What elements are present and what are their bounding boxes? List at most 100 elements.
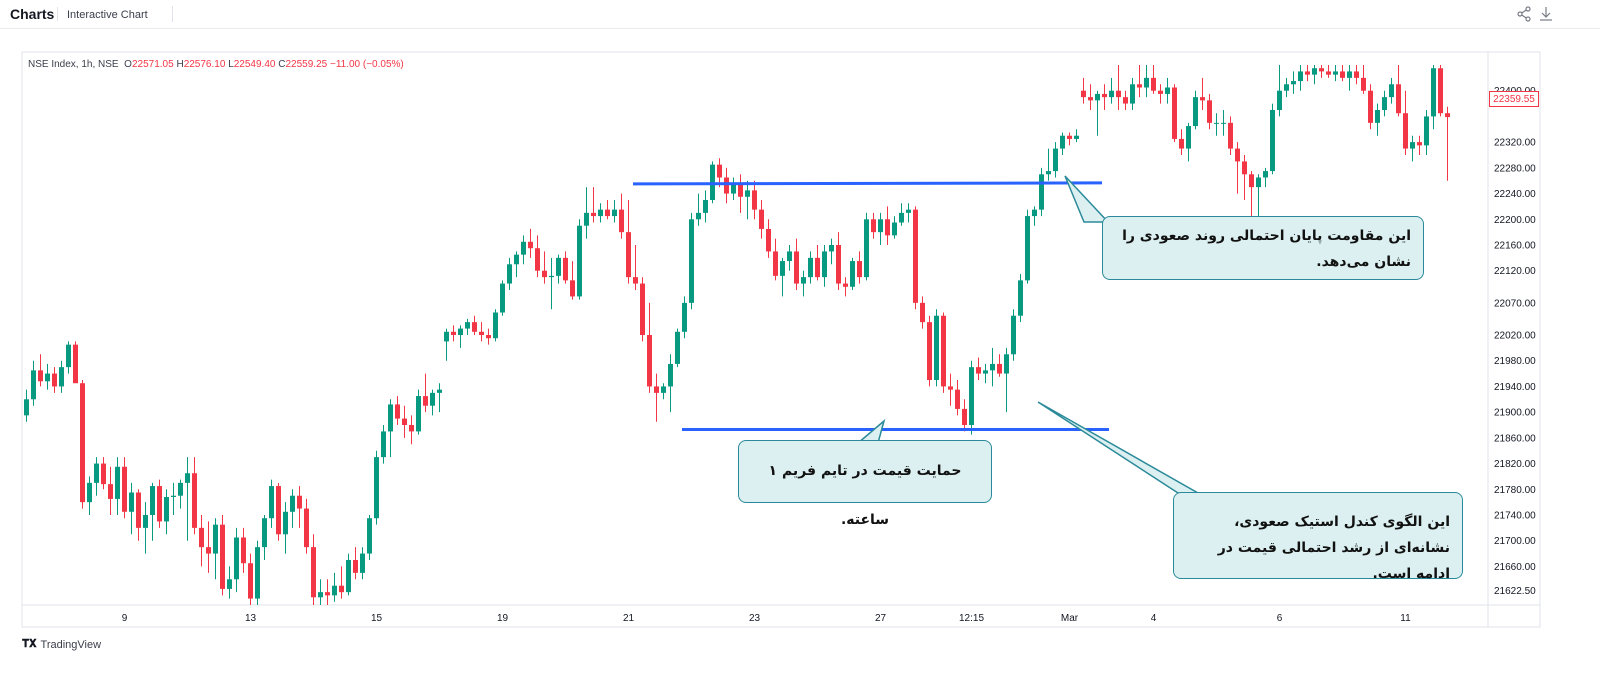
price-tick-label: 21622.50 bbox=[1494, 586, 1536, 597]
candle-body bbox=[1235, 148, 1240, 162]
candle-body bbox=[787, 251, 792, 262]
candle-body bbox=[66, 344, 71, 368]
candle bbox=[1095, 90, 1100, 136]
candle-body bbox=[1249, 174, 1254, 188]
legend-high-label: H bbox=[176, 59, 184, 70]
candle bbox=[1277, 65, 1282, 117]
time-tick-label: 9 bbox=[122, 613, 128, 624]
candle-body bbox=[1067, 135, 1072, 139]
candle bbox=[199, 515, 204, 567]
candle bbox=[1081, 77, 1086, 104]
candle-body bbox=[913, 209, 918, 303]
resistance-line[interactable] bbox=[632, 181, 1103, 186]
candle bbox=[1151, 65, 1156, 94]
candle-body bbox=[829, 245, 834, 252]
candle bbox=[563, 251, 568, 284]
candle-body bbox=[584, 212, 589, 226]
candle bbox=[325, 579, 330, 605]
resistance-callout[interactable]: این مقاومت پایان احتمالی روند صعودی را ن… bbox=[1102, 216, 1424, 280]
candle-body bbox=[297, 495, 302, 509]
candle bbox=[1060, 132, 1065, 155]
candle bbox=[213, 518, 218, 580]
candle bbox=[1067, 132, 1072, 146]
candle-body bbox=[241, 537, 246, 564]
candle-body bbox=[801, 277, 806, 284]
price-tick-label: 22320.00 bbox=[1494, 138, 1536, 149]
candle-body bbox=[521, 241, 526, 255]
candle bbox=[1186, 122, 1191, 162]
candle-body bbox=[605, 209, 610, 217]
candle bbox=[1130, 77, 1135, 110]
candle bbox=[703, 190, 708, 223]
candle-body bbox=[500, 283, 505, 313]
candle bbox=[262, 515, 267, 560]
candle-body bbox=[157, 486, 162, 522]
candle bbox=[479, 322, 484, 342]
candle-body bbox=[654, 386, 659, 393]
pattern-callout-pointer bbox=[1037, 401, 1201, 494]
candle bbox=[626, 200, 631, 284]
candle-body bbox=[1277, 90, 1282, 110]
candle bbox=[73, 341, 78, 384]
candle-body bbox=[1403, 113, 1408, 149]
candle-body bbox=[1158, 90, 1163, 94]
candle-body bbox=[556, 257, 561, 276]
candle bbox=[1039, 167, 1044, 217]
price-tick-label: 22070.00 bbox=[1494, 298, 1536, 309]
candle bbox=[521, 235, 526, 265]
candle bbox=[1347, 65, 1352, 91]
candle-body bbox=[199, 527, 204, 548]
candle bbox=[290, 489, 295, 528]
candle bbox=[1172, 84, 1177, 143]
candle bbox=[1207, 93, 1212, 130]
pattern-callout[interactable]: این الگوی کندل استیک صعودی، نشانه‌ای از … bbox=[1173, 492, 1463, 582]
candle-body bbox=[647, 335, 652, 387]
candle bbox=[101, 457, 106, 490]
candle-body bbox=[87, 482, 92, 503]
candle bbox=[1403, 90, 1408, 155]
candle bbox=[1109, 77, 1114, 104]
candle-body bbox=[570, 280, 575, 297]
candle-body bbox=[563, 257, 568, 281]
candle bbox=[528, 228, 533, 258]
candle bbox=[1445, 106, 1450, 181]
candle bbox=[885, 206, 890, 245]
candle-body bbox=[1333, 71, 1338, 75]
candle bbox=[164, 489, 169, 535]
candle bbox=[1312, 65, 1317, 85]
support-callout[interactable]: حمایت قیمت در تایم فریم ۱ ساعته. bbox=[738, 440, 992, 528]
candle bbox=[829, 238, 834, 265]
time-tick-label: Mar bbox=[1061, 613, 1079, 624]
candle-body bbox=[808, 257, 813, 278]
candle-body bbox=[759, 209, 764, 229]
candle bbox=[556, 254, 561, 284]
candle-body bbox=[598, 209, 603, 217]
candle bbox=[1144, 65, 1149, 98]
candle-body bbox=[997, 363, 1002, 374]
candle-body bbox=[444, 331, 449, 342]
candle-body bbox=[1039, 174, 1044, 210]
candle-body bbox=[577, 225, 582, 297]
candle bbox=[696, 193, 701, 226]
candle-body bbox=[661, 386, 666, 393]
download-icon[interactable] bbox=[1537, 5, 1555, 23]
tradingview-brand[interactable]: 𝐓𝐗 TradingView bbox=[22, 638, 101, 651]
candle bbox=[724, 167, 729, 204]
candle bbox=[157, 479, 162, 528]
candle bbox=[444, 328, 449, 361]
candle bbox=[1256, 174, 1261, 220]
candle bbox=[129, 482, 134, 535]
time-tick-label: 27 bbox=[875, 613, 887, 624]
candle-body bbox=[1109, 90, 1114, 98]
candle-body bbox=[1319, 68, 1324, 72]
candle bbox=[1032, 206, 1037, 226]
candle-body bbox=[409, 425, 414, 432]
candle bbox=[787, 245, 792, 271]
candle-body bbox=[878, 219, 883, 233]
legend-open-label: O bbox=[124, 59, 132, 70]
candle-body bbox=[871, 219, 876, 233]
candle-body bbox=[542, 270, 547, 278]
candle-body bbox=[1298, 71, 1303, 82]
share-icon[interactable] bbox=[1515, 5, 1533, 23]
